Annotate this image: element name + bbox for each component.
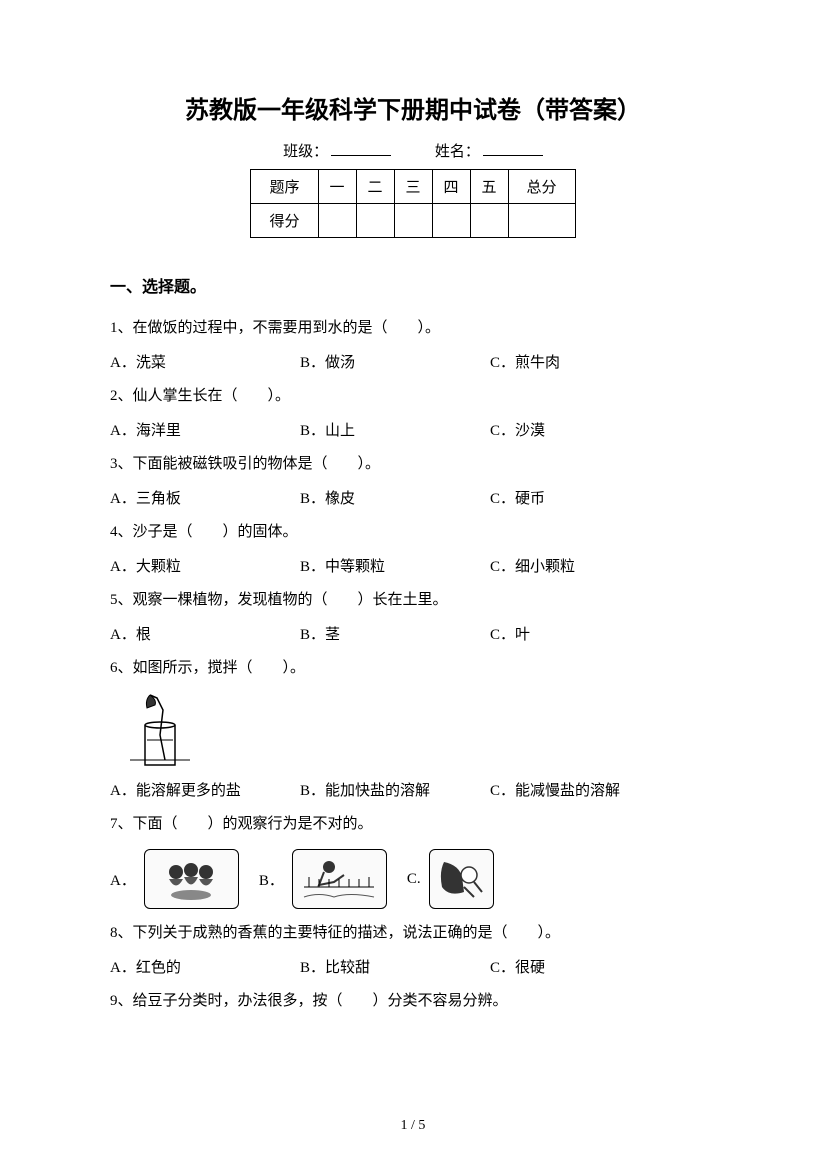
score-cell[interactable] [470,204,508,238]
question-6: 6、如图所示，搅拌（ ）。 [110,652,716,685]
score-cell[interactable] [432,204,470,238]
option-c: C．沙漠 [490,415,716,448]
score-cell[interactable] [318,204,356,238]
question-4-options: A．大颗粒 B．中等颗粒 C．细小颗粒 [110,551,716,584]
option-a: A．根 [110,619,300,652]
question-4: 4、沙子是（ ）的固体。 [110,516,716,549]
observation-image-c [429,849,494,909]
header-cell: 二 [356,170,394,204]
name-label: 姓名： [435,144,480,160]
table-row: 题序 一 二 三 四 五 总分 [251,170,575,204]
question-8-options: A．红色的 B．比较甜 C．很硬 [110,952,716,985]
option-c-label: C. [407,871,421,888]
option-b: B．比较甜 [300,952,490,985]
option-a: A．大颗粒 [110,551,300,584]
section-1-title: 一、选择题。 [110,273,716,297]
observation-image-b [292,849,387,909]
question-5: 5、观察一棵植物，发现植物的（ ）长在土里。 [110,584,716,617]
page-number: 1 / 5 [0,1118,826,1134]
question-5-options: A．根 B．茎 C．叶 [110,619,716,652]
option-c: C．煎牛肉 [490,347,716,380]
option-c: C．能减慢盐的溶解 [490,775,716,808]
name-blank[interactable] [483,155,543,156]
option-b-label: B． [259,869,284,890]
header-cell: 总分 [508,170,575,204]
option-a: A．洗菜 [110,347,300,380]
score-cell[interactable] [356,204,394,238]
option-a: A．能溶解更多的盐 [110,775,300,808]
score-cell[interactable] [394,204,432,238]
option-b: B．橡皮 [300,483,490,516]
option-b: B．茎 [300,619,490,652]
question-2: 2、仙人掌生长在（ ）。 [110,380,716,413]
header-cell: 题序 [251,170,318,204]
observation-image-a [144,849,239,909]
question-3-options: A．三角板 B．橡皮 C．硬币 [110,483,716,516]
header-cell: 三 [394,170,432,204]
option-a: A．三角板 [110,483,300,516]
stirring-beaker-image [125,690,195,770]
score-cell[interactable] [508,204,575,238]
option-b: B．中等颗粒 [300,551,490,584]
question-3: 3、下面能被磁铁吸引的物体是（ ）。 [110,448,716,481]
option-c: C．细小颗粒 [490,551,716,584]
option-a: A．红色的 [110,952,300,985]
table-row: 得分 [251,204,575,238]
option-a: A．海洋里 [110,415,300,448]
class-label: 班级： [283,144,328,160]
score-label-cell: 得分 [251,204,318,238]
header-cell: 五 [470,170,508,204]
question-2-options: A．海洋里 B．山上 C．沙漠 [110,415,716,448]
option-c: C．很硬 [490,952,716,985]
question-8: 8、下列关于成熟的香蕉的主要特征的描述，说法正确的是（ ）。 [110,917,716,950]
option-b: B．能加快盐的溶解 [300,775,490,808]
option-c: C．叶 [490,619,716,652]
question-1: 1、在做饭的过程中，不需要用到水的是（ ）。 [110,312,716,345]
class-blank[interactable] [331,155,391,156]
option-a-label: A． [110,869,136,890]
option-b: B．山上 [300,415,490,448]
option-b: B．做汤 [300,347,490,380]
header-cell: 一 [318,170,356,204]
student-info-line: 班级： 姓名： [110,140,716,161]
score-table: 题序 一 二 三 四 五 总分 得分 [250,169,575,238]
question-6-options: A．能溶解更多的盐 B．能加快盐的溶解 C．能减慢盐的溶解 [110,775,716,808]
question-7-options: A． B． C. [110,849,716,909]
exam-title: 苏教版一年级科学下册期中试卷（带答案） [110,90,716,125]
header-cell: 四 [432,170,470,204]
question-7: 7、下面（ ）的观察行为是不对的。 [110,808,716,841]
question-9: 9、给豆子分类时，办法很多，按（ ）分类不容易分辨。 [110,985,716,1018]
question-1-options: A．洗菜 B．做汤 C．煎牛肉 [110,347,716,380]
option-c: C．硬币 [490,483,716,516]
